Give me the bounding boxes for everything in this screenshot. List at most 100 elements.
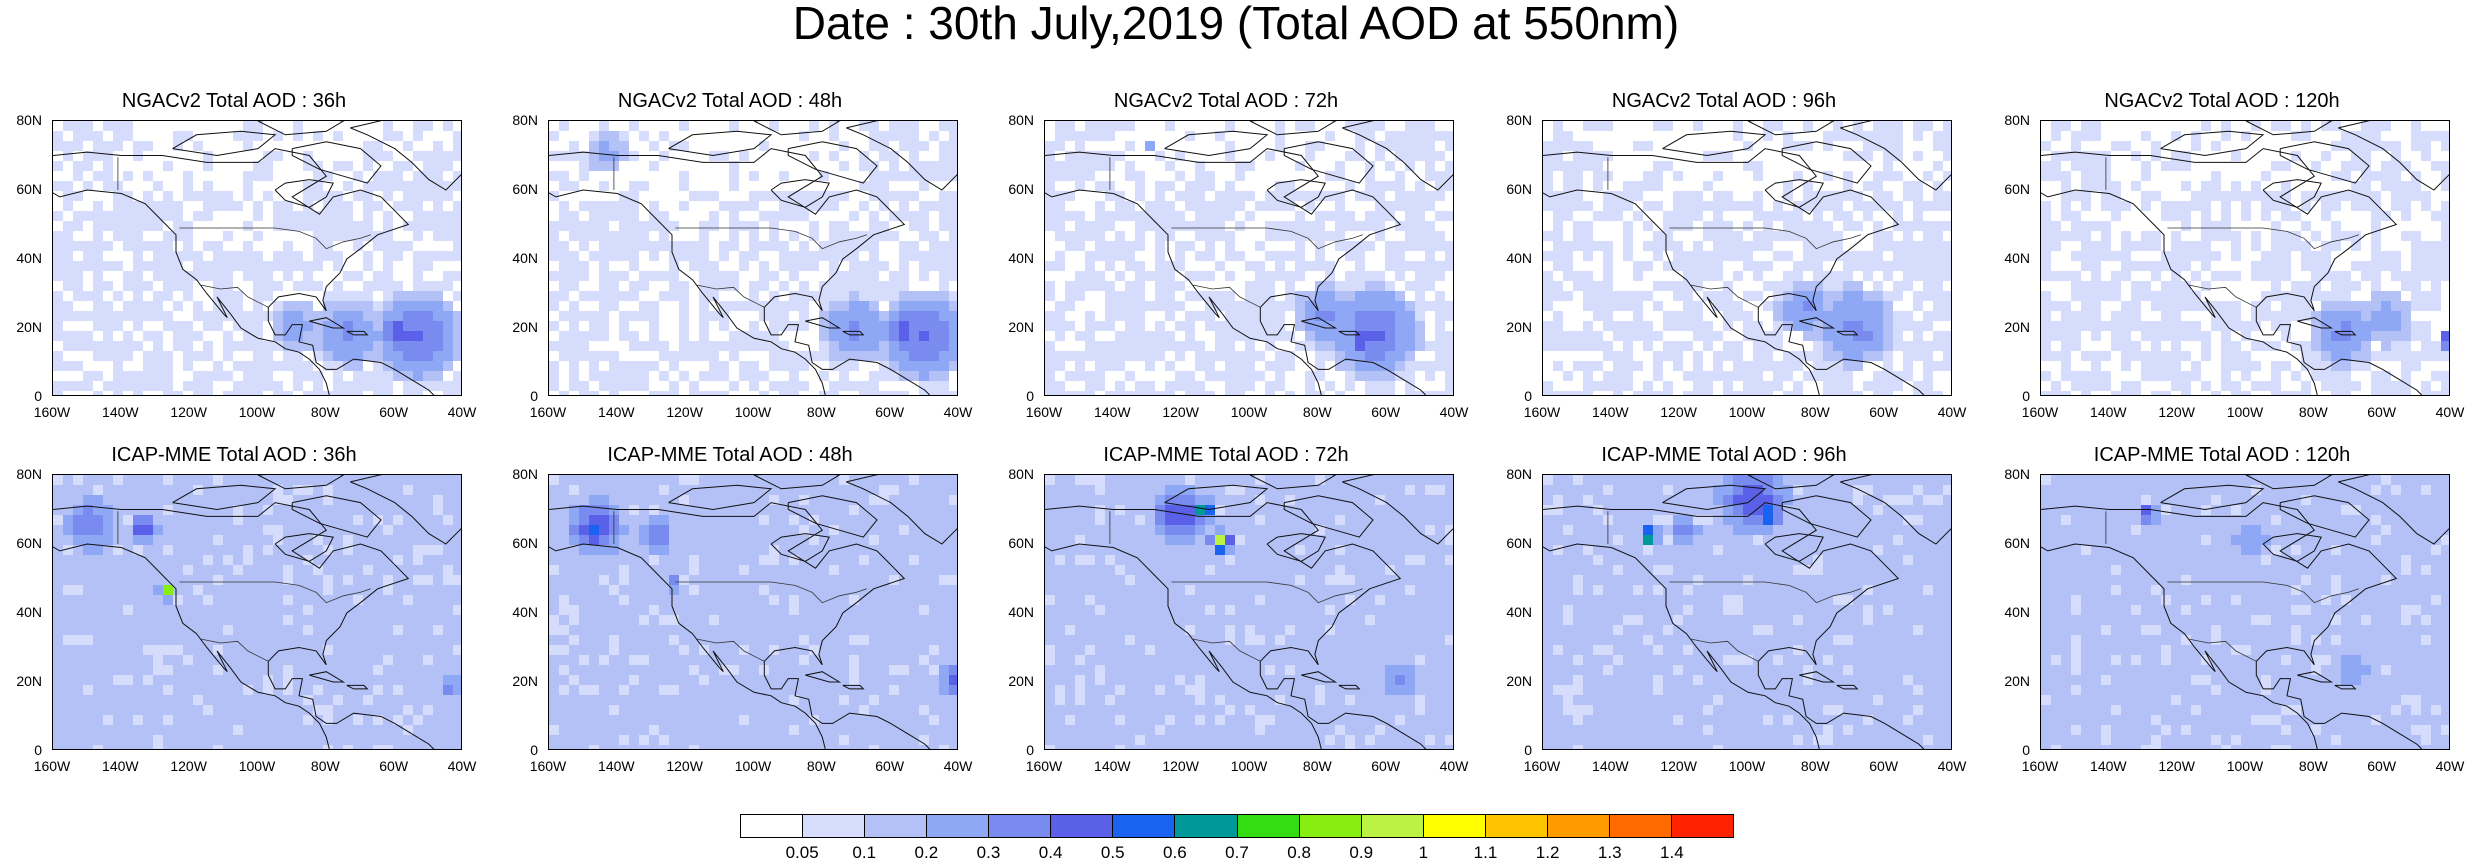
aod-cell [63, 161, 74, 172]
aod-cell [1415, 311, 1426, 322]
aod-cell [899, 181, 910, 192]
aod-cell [143, 241, 154, 252]
aod-cell [1863, 361, 1874, 372]
aod-cell [133, 271, 144, 282]
aod-cell [1145, 271, 1156, 282]
aod-cell [949, 151, 957, 162]
aod-cell [243, 301, 254, 312]
aod-cell [353, 291, 364, 302]
aod-cell [1683, 201, 1694, 212]
aod-cell [403, 351, 414, 362]
aod-cell [1185, 181, 1196, 192]
aod-cell [719, 131, 730, 142]
aod-cell [569, 141, 580, 152]
aod-cell [393, 291, 404, 302]
aod-cell [869, 201, 880, 212]
aod-cell [599, 161, 610, 172]
aod-cell [1055, 241, 1066, 252]
aod-cell [1235, 211, 1246, 222]
aod-cell [1623, 351, 1634, 362]
aod-cell [669, 301, 680, 312]
aod-cell [1583, 231, 1594, 242]
aod-cell [1315, 231, 1326, 242]
aod-cell [1165, 191, 1176, 202]
aod-cell [559, 321, 570, 332]
aod-cell [1753, 321, 1764, 332]
aod-cell [1873, 181, 1884, 192]
aod-cell [383, 341, 394, 352]
aod-cell [609, 191, 620, 202]
aod-cell [73, 381, 84, 392]
aod-cell [1325, 391, 1336, 395]
aod-cell [559, 151, 570, 162]
aod-cell [233, 231, 244, 242]
aod-cell [1833, 181, 1844, 192]
aod-cell [53, 121, 64, 132]
aod-cell [839, 201, 850, 212]
aod-cell [1405, 171, 1416, 182]
aod-cell [889, 371, 900, 382]
aod-cell [1563, 301, 1574, 312]
aod-cell [1075, 231, 1086, 242]
aod-cell [779, 261, 790, 272]
aod-cell [1753, 331, 1764, 342]
aod-cell [433, 191, 444, 202]
aod-cell [1065, 261, 1076, 272]
aod-cell [363, 361, 374, 372]
aod-cell [1883, 171, 1894, 182]
aod-map [2040, 120, 2450, 396]
aod-cell [1235, 381, 1246, 392]
aod-cell [2051, 201, 2062, 212]
aod-cell [1893, 341, 1904, 352]
aod-cell [1733, 181, 1744, 192]
aod-cell [1633, 171, 1644, 182]
aod-cell [443, 171, 454, 182]
aod-cell [1135, 241, 1146, 252]
aod-cell [1903, 361, 1914, 372]
aod-cell [1155, 131, 1166, 142]
aod-cell [1883, 371, 1894, 382]
aod-cell [2041, 231, 2052, 242]
aod-cell [363, 211, 374, 222]
aod-cell [749, 351, 760, 362]
aod-cell [1563, 161, 1574, 172]
aod-cell [1345, 311, 1356, 322]
aod-cell [1435, 341, 1446, 352]
aod-cell [63, 301, 74, 312]
aod-cell [1793, 231, 1804, 242]
aod-cell [93, 161, 104, 172]
aod-cell [2061, 171, 2072, 182]
aod-cell [869, 301, 880, 312]
aod-cell [1045, 361, 1056, 372]
aod-cell [283, 171, 294, 182]
aod-cell [1793, 121, 1804, 132]
aod-cell [1165, 151, 1176, 162]
aod-cell [1365, 341, 1376, 352]
aod-cell [273, 171, 284, 182]
aod-cell [2101, 241, 2112, 252]
aod-cell [1543, 301, 1554, 312]
aod-cell [1923, 241, 1934, 252]
aod-cell [659, 251, 670, 262]
aod-cell [2091, 261, 2102, 272]
aod-cell [1105, 361, 1116, 372]
aod-cell [1055, 251, 1066, 262]
aod-cell [1165, 261, 1176, 272]
aod-cell [393, 131, 404, 142]
aod-cell [453, 291, 461, 302]
aod-cell [1285, 381, 1296, 392]
aod-cell [2121, 231, 2132, 242]
aod-cell [1405, 331, 1416, 342]
aod-cell [1195, 251, 1206, 262]
aod-cell [1933, 251, 1944, 262]
aod-cell [1085, 341, 1096, 352]
aod-cell [809, 221, 820, 232]
aod-cell [2131, 311, 2142, 322]
aod-cell [193, 381, 204, 392]
aod-cell [203, 121, 214, 132]
aod-cell [1325, 131, 1336, 142]
aod-cell [1065, 281, 1076, 292]
aod-cell [143, 211, 154, 222]
aod-cell [1445, 231, 1453, 242]
aod-cell [1893, 121, 1904, 132]
